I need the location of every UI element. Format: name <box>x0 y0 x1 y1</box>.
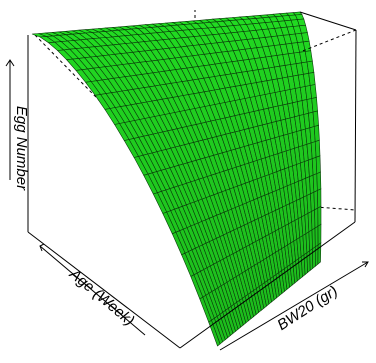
y-axis-arrow-line <box>39 245 146 336</box>
y-axis-arrowhead <box>39 243 45 252</box>
surface-facet <box>317 205 322 227</box>
box-edge-top-dashed <box>299 29 357 53</box>
surface-mesh <box>31 11 322 347</box>
surface-facet <box>312 246 316 269</box>
surface-facet <box>314 225 319 248</box>
z-axis-label: Egg Number <box>13 106 30 191</box>
surface-facet <box>316 171 322 191</box>
box-edge-front-bottom <box>27 231 181 349</box>
x-axis-arrow-line <box>219 261 369 351</box>
box-edge-right-bottom <box>179 221 356 349</box>
surface-facet <box>314 207 319 229</box>
surface-facet <box>312 110 319 127</box>
bounding-box-front <box>27 11 357 349</box>
surface-facet <box>314 139 321 158</box>
x-axis-arrowhead <box>362 261 369 268</box>
surface-facet <box>317 242 322 265</box>
surface-facet <box>308 72 316 86</box>
z-axis-arrowhead <box>5 59 15 67</box>
box-edge-right <box>354 29 357 223</box>
axis-arrows <box>5 59 369 351</box>
surface-facet <box>317 223 322 246</box>
y-axis-label: Age (Week) <box>65 265 137 329</box>
surface-facet <box>315 155 321 175</box>
box-edge-back-top <box>299 11 357 31</box>
surface-facet <box>311 97 318 113</box>
surface-facet <box>313 124 320 143</box>
surface-facet <box>317 188 322 209</box>
